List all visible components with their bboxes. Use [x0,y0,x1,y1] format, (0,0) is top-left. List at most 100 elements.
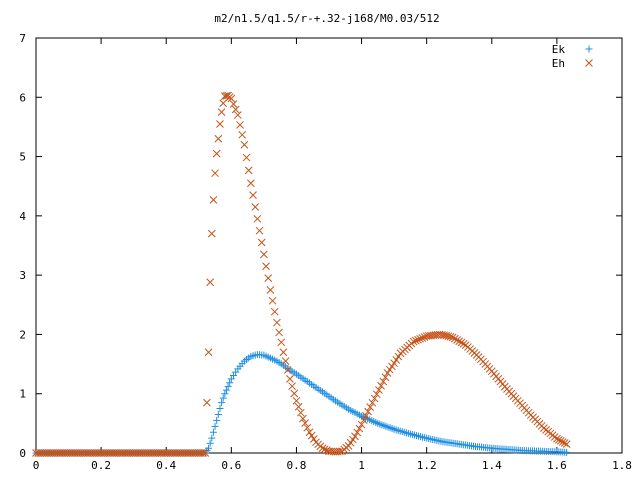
data-point-ek [224,383,232,391]
data-point-ek [226,379,234,387]
data-point-eh [288,382,296,391]
data-point-eh [322,446,331,455]
data-point-eh [420,333,429,341]
data-point-eh [199,449,207,457]
y-tick-label: 1 [19,388,26,401]
data-point-ek [211,422,219,430]
data-point-eh [553,434,561,443]
data-point-eh [390,359,398,368]
x-tick-label: 0.4 [156,459,176,472]
data-point-eh [216,120,224,128]
data-point-eh [209,195,218,204]
data-point-eh [355,424,364,433]
data-point-eh [219,99,228,108]
data-point-eh [294,402,303,411]
data-point-eh [275,328,283,337]
data-point-eh [227,94,236,103]
legend-marker-eh [585,59,593,67]
data-point-ek [209,428,217,436]
data-point-ek [219,394,227,402]
data-point-eh [240,140,249,149]
data-point-eh [229,100,238,108]
y-tick-label: 0 [19,447,26,460]
data-point-eh [281,357,290,365]
data-point-eh [383,369,392,377]
data-point-eh [379,377,388,386]
data-point-ek [563,448,571,456]
data-point-eh [217,108,226,116]
data-point-eh [418,334,427,342]
data-point-eh [279,348,288,357]
data-point-eh [362,411,370,420]
data-point-eh [307,431,316,440]
data-point-eh [247,179,255,188]
data-point-eh [375,386,383,394]
data-point-eh [357,420,366,429]
data-point-eh [370,394,379,403]
data-point-eh [286,375,294,383]
data-point-eh [277,338,286,347]
data-point-eh [455,337,464,346]
data-point-eh [359,416,368,425]
data-point-eh [283,366,292,374]
data-point-eh [381,373,390,382]
data-point-eh [554,435,563,444]
data-point-eh [211,169,219,178]
data-point-eh [556,437,565,445]
data-point-eh [212,149,221,158]
data-point-eh [206,278,215,287]
axis-ticks: 0 0.2 0.4 0.6 0.8 1 1.2 1.4 1.6 1.8 0 1 2 3 4 5 6 7 [19,32,632,472]
data-point-eh [242,153,251,162]
data-point-eh [270,307,279,316]
data-point-eh [266,286,275,294]
data-point-eh [303,423,312,432]
data-point-eh [236,121,244,129]
data-point-eh [364,407,372,416]
series-eh [32,91,571,457]
data-point-eh [416,335,425,343]
data-point-eh [260,250,268,259]
data-point-eh [207,229,216,238]
data-point-eh [318,444,327,453]
data-point-eh [558,438,567,446]
x-tick-label: 1.4 [482,459,502,472]
data-point-eh [214,134,223,143]
data-point-eh [255,226,264,235]
data-point-eh [268,296,277,305]
data-point-eh [388,362,396,371]
data-point-ek [205,444,213,452]
data-point-ek [206,439,214,447]
data-point-eh [309,435,318,443]
y-tick-label: 7 [19,32,26,45]
data-point-eh [292,396,301,405]
data-point-eh [453,336,461,344]
data-point-eh [448,333,457,342]
data-point-ek [216,405,224,413]
data-point-ek [218,399,226,407]
data-point-eh [459,339,468,348]
data-point-eh [372,390,381,399]
data-point-eh [290,389,299,398]
data-point-eh [353,428,362,437]
data-point-ek [213,416,221,424]
data-point-eh [444,332,453,341]
data-point-eh [368,398,377,407]
data-point-eh [296,408,305,417]
data-point-ek [222,386,230,394]
data-point-eh [244,166,253,175]
data-point-eh [409,337,418,346]
data-point-eh [231,105,240,114]
data-point-eh [442,331,451,340]
data-point-eh [394,352,403,361]
series-layer [32,91,571,457]
data-point-eh [305,428,314,437]
data-point-ek [208,434,216,442]
data-point-eh [392,356,401,364]
data-point-eh [262,262,270,271]
data-point-eh [249,191,257,199]
x-tick-label: 0 [33,459,40,472]
y-tick-label: 5 [19,151,26,164]
